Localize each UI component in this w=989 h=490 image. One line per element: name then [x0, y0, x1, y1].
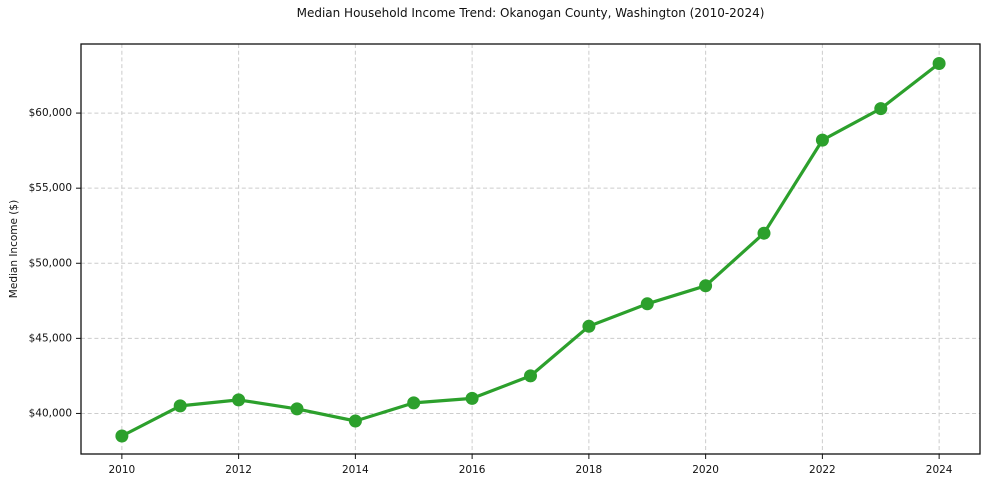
data-point-2020 [699, 279, 713, 293]
x-tick-label: 2010 [108, 464, 135, 476]
y-tick-label: $55,000 [29, 182, 72, 194]
data-point-2018 [582, 319, 596, 333]
plot-border [80, 43, 981, 455]
y-tick-label: $40,000 [29, 407, 72, 419]
data-point-2024 [932, 57, 946, 70]
data-point-2017 [524, 369, 537, 383]
x-tick-label: 2020 [692, 464, 719, 476]
data-point-2013 [290, 402, 304, 416]
data-point-2011 [173, 399, 187, 413]
data-point-2012 [232, 393, 246, 407]
data-point-2010 [115, 429, 129, 443]
y-tick-label: $60,000 [29, 107, 72, 119]
data-point-2014 [348, 414, 362, 428]
x-tick-label: 2022 [809, 464, 836, 476]
chart-title: Median Household Income Trend: Okanogan … [296, 6, 765, 20]
x-tick-label: 2018 [576, 464, 603, 476]
x-tick-label: 2014 [342, 464, 369, 476]
x-tick-label: 2024 [926, 464, 953, 476]
x-tick-label: 2012 [225, 464, 252, 476]
data-point-2023 [874, 102, 888, 116]
data-point-2022 [815, 133, 829, 147]
data-point-2021 [757, 226, 771, 240]
y-tick-label: $50,000 [29, 257, 72, 269]
x-tick-label: 2016 [459, 464, 486, 476]
data-point-2016 [465, 391, 479, 405]
data-point-2019 [640, 297, 654, 311]
data-point-2015 [407, 396, 421, 410]
y-tick-label: $45,000 [29, 332, 72, 344]
